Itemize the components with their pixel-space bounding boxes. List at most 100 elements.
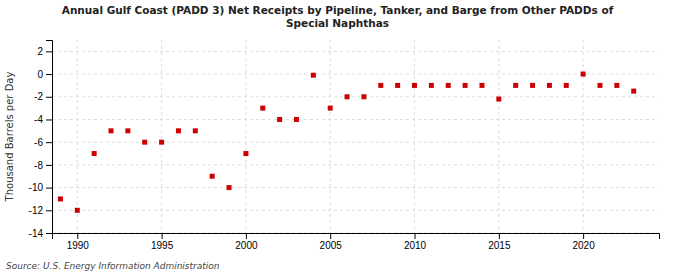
point — [176, 128, 181, 133]
point — [260, 106, 265, 111]
point — [210, 174, 215, 179]
point — [496, 97, 501, 102]
grid-line — [77, 40, 78, 233]
point — [193, 128, 198, 133]
point — [361, 94, 366, 99]
grid-line — [330, 40, 331, 233]
x-axis: 1990 1995 2000 2005 2010 2015 2020 — [53, 233, 660, 251]
grid-line — [161, 40, 162, 233]
point — [345, 94, 350, 99]
point — [311, 73, 316, 78]
tick-mark — [162, 233, 163, 239]
points — [58, 72, 636, 213]
tick: -2 — [34, 91, 52, 102]
grid — [52, 40, 659, 233]
tick: 1990 — [67, 233, 90, 251]
tick-mark — [246, 233, 247, 239]
tick: -14 — [29, 228, 52, 239]
point — [159, 140, 164, 145]
tick-label: -2 — [34, 91, 43, 102]
point — [294, 117, 299, 122]
tick-mark — [46, 165, 52, 166]
grid-line — [52, 119, 659, 120]
tick: 2020 — [573, 233, 596, 251]
tick-label: -10 — [29, 182, 44, 193]
point — [378, 83, 383, 88]
point — [429, 83, 434, 88]
point — [125, 128, 130, 133]
tick: -6 — [34, 137, 52, 148]
tick-mark — [46, 119, 52, 120]
grid-line — [414, 40, 415, 233]
tick: 1995 — [151, 233, 174, 251]
point — [513, 83, 518, 88]
point — [446, 83, 451, 88]
axis-line — [46, 41, 53, 234]
grid-line — [498, 40, 499, 233]
grid-line — [245, 40, 246, 233]
tick-label: 2000 — [235, 240, 258, 251]
source-note: Source: U.S. Energy Information Administ… — [6, 261, 220, 271]
tick-mark — [46, 210, 52, 211]
grid-line — [52, 96, 659, 97]
point — [277, 117, 282, 122]
plot-area: 1990199520002005201020152020-14-12-10-8-… — [29, 40, 660, 251]
point — [412, 83, 417, 88]
point — [530, 83, 535, 88]
point — [243, 151, 248, 156]
tick-label: 1990 — [67, 240, 90, 251]
point — [58, 196, 63, 201]
tick-mark — [46, 188, 52, 189]
point — [479, 83, 484, 88]
y-axis-label: Thousand Barrels per Day — [4, 72, 15, 203]
point — [631, 89, 636, 94]
tick-mark — [415, 233, 416, 239]
tick-label: -6 — [34, 137, 43, 148]
tick-label: 2020 — [573, 240, 596, 251]
point — [395, 83, 400, 88]
tick: -4 — [34, 114, 52, 125]
point — [92, 151, 97, 156]
axis-line — [53, 234, 660, 240]
tick-label: 1995 — [151, 240, 174, 251]
tick: 2010 — [404, 233, 427, 251]
grid-line — [52, 164, 659, 165]
title: Annual Gulf Coast (PADD 3) Net Receipts … — [62, 4, 614, 29]
tick-mark — [46, 142, 52, 143]
point — [597, 83, 602, 88]
point — [547, 83, 552, 88]
tick-mark — [46, 233, 52, 234]
point — [75, 208, 80, 213]
point — [564, 83, 569, 88]
tick: -12 — [29, 205, 52, 216]
tick: 2005 — [320, 233, 343, 251]
tick-label: 0 — [37, 69, 43, 80]
grid-line — [52, 74, 659, 75]
tick-label: 2 — [37, 46, 43, 57]
tick-label: 2015 — [488, 240, 511, 251]
tick: -10 — [29, 182, 52, 193]
grid-line — [52, 187, 659, 188]
point — [614, 83, 619, 88]
tick-label: 2010 — [404, 240, 427, 251]
tick-label: -4 — [34, 114, 43, 125]
tick: -8 — [34, 160, 52, 171]
point — [227, 185, 232, 190]
point — [463, 83, 468, 88]
tick: 2000 — [235, 233, 258, 251]
grid-line — [52, 210, 659, 211]
grid-line — [583, 40, 584, 233]
point — [581, 72, 586, 77]
tick-mark — [46, 74, 52, 75]
tick-mark — [46, 97, 52, 98]
point — [328, 106, 333, 111]
tick-mark — [583, 233, 584, 239]
grid-line — [52, 51, 659, 52]
y-axis: -14 -12 -10 -8 -6 -4 -2 0 2 — [29, 41, 53, 239]
tick-mark — [499, 233, 500, 239]
tick: 0 — [37, 69, 52, 80]
tick-label: 2005 — [320, 240, 343, 251]
tick-label: -12 — [29, 205, 44, 216]
tick-label: -8 — [34, 160, 43, 171]
point — [109, 128, 114, 133]
